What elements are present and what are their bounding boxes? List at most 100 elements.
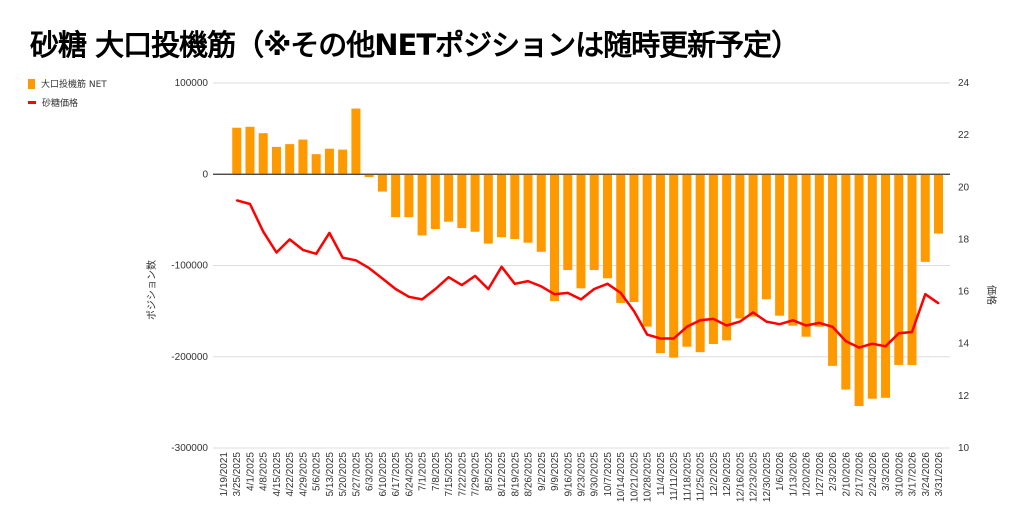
- price-point: [248, 202, 251, 205]
- price-point: [460, 284, 463, 287]
- price-point: [685, 325, 688, 328]
- bar: [761, 174, 771, 300]
- x-tick-label: 4/22/2025: [285, 452, 296, 497]
- price-point: [672, 337, 675, 340]
- legend-label-price: 砂糖価格: [42, 99, 79, 109]
- y2-tick-label: 24: [958, 78, 970, 89]
- x-tick-label: 12/30/2025: [762, 452, 773, 502]
- price-point: [884, 345, 887, 348]
- bar: [285, 144, 295, 175]
- x-tick-label: 12/16/2025: [735, 452, 746, 502]
- bar: [338, 149, 348, 175]
- x-tick-label: 3/17/2026: [908, 452, 919, 497]
- x-tick-label: 1/13/2026: [788, 452, 799, 497]
- x-tick-label: 2/24/2026: [868, 452, 879, 497]
- bar: [814, 174, 824, 327]
- bar: [655, 174, 665, 354]
- x-tick-label: 8/12/2025: [497, 452, 508, 497]
- y-tick-label: -100000: [171, 261, 208, 272]
- bar: [470, 174, 480, 232]
- y-tick-label: -300000: [171, 443, 208, 454]
- x-tick-label: 1/19/2021: [219, 452, 230, 497]
- price-point: [513, 282, 516, 285]
- bar: [894, 174, 904, 365]
- x-tick-label: 9/23/2025: [577, 452, 588, 497]
- bar: [828, 174, 838, 366]
- x-tick-label: 4/8/2025: [259, 452, 270, 491]
- x-tick-label: 7/29/2025: [471, 452, 482, 497]
- y2-tick-label: 20: [958, 182, 970, 193]
- x-tick-label: 11/11/2025: [669, 452, 680, 501]
- price-point: [619, 291, 622, 294]
- bar: [920, 174, 930, 262]
- bar: [801, 174, 811, 337]
- x-tick-label: 5/27/2025: [351, 452, 362, 497]
- price-point: [632, 310, 635, 313]
- price-point: [275, 251, 278, 254]
- bar: [550, 174, 560, 302]
- bar: [245, 126, 255, 175]
- x-tick-label: 4/1/2025: [245, 452, 256, 491]
- y2-tick-label: 12: [958, 391, 970, 402]
- x-tick-label: 6/17/2025: [391, 452, 402, 497]
- price-point: [368, 267, 371, 270]
- price-point: [301, 248, 304, 251]
- price-point: [818, 321, 821, 324]
- y-tick-label: 0: [202, 169, 208, 180]
- y2-tick-label: 16: [958, 287, 970, 298]
- bar: [669, 174, 679, 358]
- price-point: [421, 298, 424, 301]
- bar: [364, 174, 374, 177]
- x-tick-label: 9/2/2025: [537, 452, 548, 491]
- x-tick-label: 2/10/2026: [841, 452, 852, 497]
- y-tick-label: -200000: [171, 352, 208, 363]
- x-tick-label: 1/6/2026: [775, 452, 786, 491]
- price-point: [937, 302, 940, 305]
- x-tick-label: 7/1/2025: [418, 452, 429, 491]
- bar: [510, 174, 520, 240]
- y2-tick-label: 14: [958, 339, 970, 350]
- bar: [271, 146, 281, 175]
- bar: [841, 174, 851, 390]
- bar: [854, 174, 864, 407]
- price-point: [593, 287, 596, 290]
- bar: [642, 174, 652, 327]
- x-tick-label: 4/29/2025: [298, 452, 309, 497]
- x-tick-label: 11/18/2025: [682, 452, 693, 502]
- bar: [298, 139, 308, 175]
- price-point: [328, 231, 331, 234]
- legend-swatch-line: [28, 101, 36, 104]
- bar: [616, 174, 626, 303]
- x-tick-label: 10/14/2025: [616, 452, 627, 502]
- x-tick-label: 8/5/2025: [484, 452, 495, 491]
- x-tick-label: 1/20/2026: [802, 452, 813, 497]
- price-point: [738, 320, 741, 323]
- bar: [748, 174, 758, 317]
- chart-title: 砂糖 大口投機筋（※その他NETポジションは随時更新予定）: [30, 28, 800, 62]
- price-point: [540, 285, 543, 288]
- x-tick-label: 12/23/2025: [749, 452, 760, 502]
- bar: [391, 174, 401, 218]
- bar: [457, 174, 467, 229]
- price-point: [871, 342, 874, 345]
- price-point: [844, 340, 847, 343]
- price-point: [580, 298, 582, 301]
- y2-tick-label: 18: [958, 234, 970, 245]
- bar: [377, 174, 387, 192]
- y2-tick-label: 10: [958, 443, 970, 454]
- bar: [536, 174, 546, 252]
- price-line: [236, 199, 940, 349]
- price-point: [699, 319, 702, 322]
- price-point: [447, 276, 450, 279]
- bar: [775, 174, 785, 316]
- x-tick-label: 12/2/2025: [709, 452, 720, 497]
- x-tick-label: 10/28/2025: [643, 452, 654, 502]
- price-point: [858, 346, 861, 349]
- x-tick-label: 6/10/2025: [378, 452, 389, 497]
- price-point: [288, 238, 291, 241]
- x-tick-label: 1/27/2026: [815, 452, 826, 497]
- x-tick-label: 3/10/2026: [894, 452, 905, 497]
- bar: [788, 174, 798, 326]
- price-point: [354, 259, 357, 262]
- bar: [722, 174, 732, 341]
